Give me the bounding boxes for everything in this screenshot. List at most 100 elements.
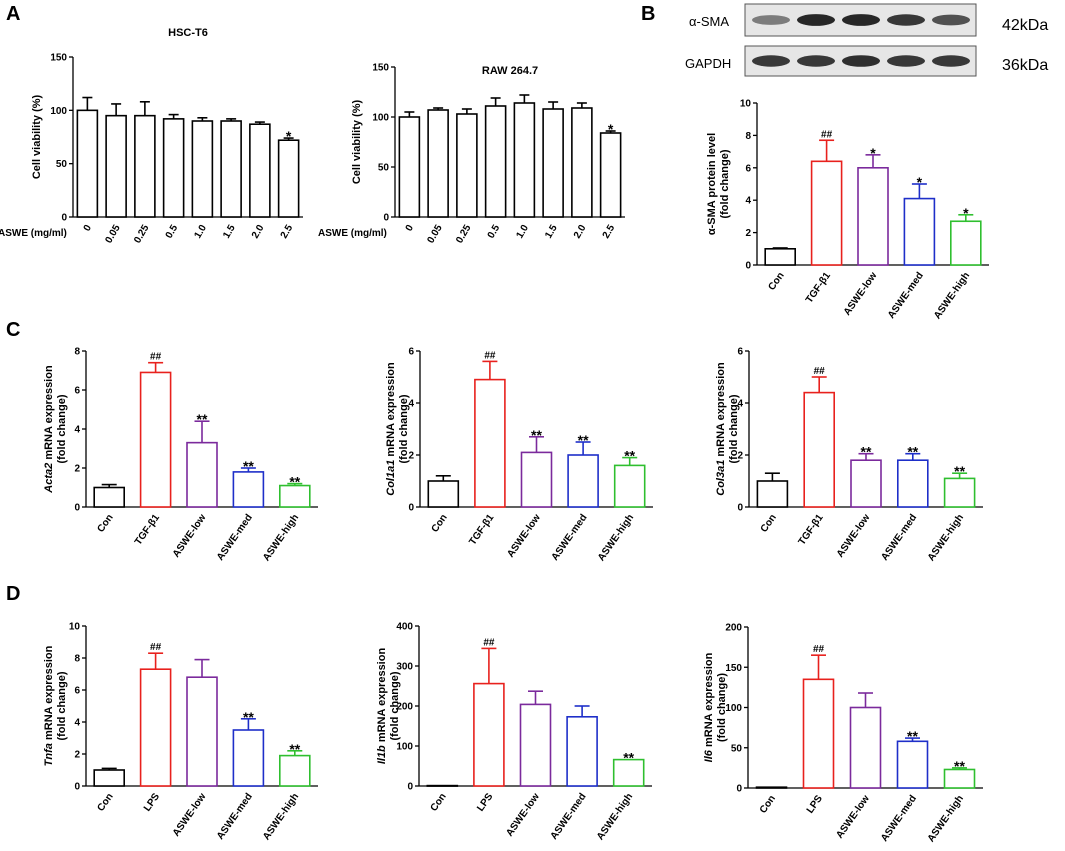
chart-il6: 0 50 100 150 200 Il6 mRNA expression (fold cha…	[703, 623, 983, 844]
x-tick-label: ASWE-high	[932, 270, 972, 321]
wb-label-asma: α-SMA	[689, 14, 729, 29]
y-tick-label: 150	[725, 663, 742, 674]
bar	[191, 120, 214, 218]
bar	[520, 451, 553, 508]
y-tick-label: 4	[745, 196, 751, 207]
bar	[802, 678, 835, 789]
y-tick-label: 2	[745, 228, 751, 239]
y-tick-label: 0	[736, 784, 742, 795]
y-tick-label: 0	[737, 503, 743, 514]
wb-kda-gapdh: 36kDa	[1002, 57, 1048, 74]
bar	[599, 132, 622, 218]
x-tick-label: ASWE-med	[215, 791, 255, 841]
significance-label: **	[243, 458, 254, 474]
bar	[566, 715, 598, 787]
y-axis-label-text: mRNA expression	[703, 652, 715, 750]
y-axis-label-unit: (fold change)	[56, 394, 68, 463]
significance-label: ##	[150, 352, 162, 363]
bar	[76, 109, 99, 218]
y-axis-label-gene: Acta2	[43, 463, 55, 494]
x-tick-label: TGF-β1	[467, 512, 496, 547]
x-tick-label: 0.25	[454, 223, 473, 246]
y-tick-label: 200	[725, 623, 742, 634]
wb-band	[752, 15, 790, 25]
bar	[484, 105, 507, 218]
significance-label: **	[861, 444, 872, 460]
significance-label: **	[954, 758, 965, 774]
chart-acta2: 0 2 4 6 8 Acta2 mRNA expression (fold change) C…	[43, 347, 318, 563]
y-tick-label: 100	[396, 742, 413, 753]
x-tick-label: ASWE-high	[261, 512, 301, 563]
y-axis-label: Col1a1 mRNA expression	[385, 362, 397, 496]
bar	[542, 108, 564, 218]
bar	[571, 107, 593, 218]
x-tick-label: ASWE-low	[835, 512, 873, 559]
y-tick-label: 6	[74, 386, 80, 397]
y-tick-label: 50	[56, 159, 68, 170]
x-tick-label: 1.5	[221, 223, 238, 241]
chart-asma-protein: 0 2 4 6 8 10 α-SMA protein level (fold change) C…	[706, 99, 989, 321]
y-tick-label: 150	[372, 63, 389, 74]
x-tick-label: 2.0	[250, 223, 267, 241]
panel-label-a: A	[6, 3, 20, 25]
y-tick-label: 100	[372, 113, 389, 124]
x-tick-label: 0	[404, 223, 417, 234]
western-blot: α-SMA GAPDH 42kDa 36kDa	[685, 3, 1048, 77]
y-axis-label-unit: (fold change)	[716, 673, 728, 742]
y-tick-label: 2	[74, 750, 80, 761]
y-tick-label: 6	[74, 686, 80, 697]
y-tick-label: 100	[725, 703, 742, 714]
wb-band	[887, 14, 925, 26]
wb-label-gapdh: GAPDH	[685, 56, 731, 71]
x-tick-label: LPS	[475, 791, 495, 814]
y-axis-label: Il6 mRNA expression	[703, 652, 715, 762]
significance-label: ##	[814, 366, 826, 377]
x-tick-label: ASWE-med	[549, 791, 589, 841]
y-tick-label: 0	[407, 782, 413, 793]
y-axis-label-unit: (fold change)	[719, 149, 731, 218]
y-tick-label: 4	[408, 399, 414, 410]
x-tick-label: 0.05	[425, 223, 444, 246]
y-axis-label-unit: (fold change)	[56, 671, 68, 740]
significance-label: **	[907, 728, 918, 744]
bar	[426, 784, 459, 787]
panel-label-d: D	[6, 583, 20, 605]
y-tick-label: 100	[50, 106, 67, 117]
y-axis-label-text: mRNA expression	[43, 645, 55, 743]
y-tick-label: 150	[50, 53, 67, 64]
significance-label: **	[624, 448, 635, 464]
y-tick-label: 0	[408, 503, 414, 514]
x-tick-label: ASWE-high	[596, 512, 636, 563]
significance-label: **	[578, 432, 589, 448]
x-tick-label: TGF-β1	[133, 512, 162, 547]
y-axis-label-text: mRNA expression	[385, 362, 397, 460]
y-tick-label: 0	[61, 213, 67, 224]
x-tick-label: ASWE-low	[171, 791, 209, 838]
x-tick-label: ASWE-med	[886, 270, 926, 320]
significance-label: **	[623, 750, 634, 766]
x-tick-label: LPS	[142, 791, 162, 814]
y-tick-label: 300	[396, 662, 413, 673]
y-axis-label: Il1b mRNA expression	[376, 648, 388, 765]
panel-label-c: C	[6, 319, 20, 341]
chart-title: RAW 264.7	[482, 65, 538, 77]
significance-label: ##	[813, 644, 825, 655]
chart-hsc-t6: 0 50 100 150 Cell viability (%) HSC-T6 0 0.05 0.…	[0, 27, 303, 245]
significance-label: **	[289, 474, 300, 490]
bar	[105, 114, 127, 218]
significance-label: ##	[483, 637, 495, 648]
x-tick-label: Con	[430, 512, 450, 534]
wb-band	[932, 55, 970, 67]
bar	[456, 113, 478, 218]
x-tick-label: ASWE-med	[879, 512, 919, 562]
significance-label: ##	[821, 129, 833, 140]
y-tick-label: 8	[74, 654, 80, 665]
significance-label: **	[289, 741, 300, 757]
x-tick-label: 0.05	[103, 223, 122, 246]
bar	[278, 754, 311, 787]
bar	[755, 786, 788, 789]
x-tick-label: ASWE-med	[550, 512, 590, 562]
y-tick-label: 10	[69, 622, 81, 633]
significance-label: *	[286, 128, 292, 144]
